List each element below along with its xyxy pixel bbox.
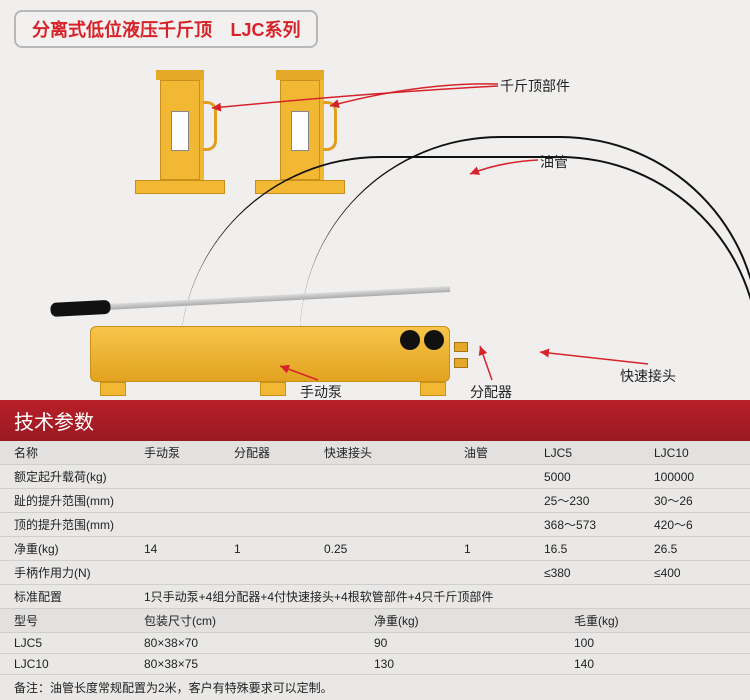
table-cell: [310, 465, 450, 489]
diagram: 千斤顶部件 油管 手动泵 分配器 快速接头: [0, 46, 750, 400]
callout-quick-coupler: 快速接头: [620, 366, 676, 386]
table-row: 额定起升载荷(kg) 5000100000: [0, 465, 750, 489]
t2-h2: 净重(kg): [360, 609, 560, 633]
table-row: 净重(kg)1410.25116.526.5: [0, 537, 750, 561]
table1-std-config: 标准配置 1只手动泵+4组分配器+4付快速接头+4根软管部件+4只千斤顶部件: [0, 585, 750, 609]
std-config-value: 1只手动泵+4组分配器+4付快速接头+4根软管部件+4只千斤顶部件: [130, 585, 750, 609]
table-cell: 手柄作用力(N): [0, 561, 130, 585]
table-row: LJC1080×38×75130140: [0, 654, 750, 675]
table-cell: 80×38×75: [130, 654, 360, 675]
title-main: 分离式低位液压千斤顶: [32, 20, 212, 40]
table-cell: 1: [450, 537, 530, 561]
t1-h5: LJC5: [530, 441, 640, 465]
table-cell: [130, 561, 220, 585]
t1-h6: LJC10: [640, 441, 750, 465]
table-cell: [130, 489, 220, 513]
table-row: 顶的提升范围(mm) 368～573420～6: [0, 513, 750, 537]
table-cell: 90: [360, 633, 560, 654]
t2-h1: 包装尺寸(cm): [130, 609, 360, 633]
table-cell: 420～6: [640, 513, 750, 537]
t2-h0: 型号: [0, 609, 130, 633]
t1-h2: 分配器: [220, 441, 310, 465]
table-cell: 14: [130, 537, 220, 561]
t2-h3: 毛重(kg): [560, 609, 750, 633]
specs-section: 技术参数 名称 手动泵 分配器 快速接头 油管 LJC5 LJC10 额定起升载…: [0, 400, 750, 700]
table-cell: 368～573: [530, 513, 640, 537]
table-cell: 顶的提升范围(mm): [0, 513, 130, 537]
table-cell: [450, 465, 530, 489]
table-cell: [310, 489, 450, 513]
title-box: 分离式低位液压千斤顶 LJC系列: [14, 10, 318, 48]
table-cell: [450, 513, 530, 537]
table-cell: 0.25: [310, 537, 450, 561]
table-cell: 30～26: [640, 489, 750, 513]
table-cell: [130, 513, 220, 537]
table-cell: 26.5: [640, 537, 750, 561]
title-series: LJC系列: [230, 20, 300, 40]
table-cell: ≤380: [530, 561, 640, 585]
table-cell: 130: [360, 654, 560, 675]
callout-hose: 油管: [540, 152, 568, 172]
table-cell: [220, 489, 310, 513]
table-cell: 100000: [640, 465, 750, 489]
table-cell: [450, 489, 530, 513]
jack-right: [280, 70, 324, 180]
table-cell: [220, 465, 310, 489]
table-cell: [310, 513, 450, 537]
table-row: 手柄作用力(N) ≤380≤400: [0, 561, 750, 585]
table-cell: [130, 465, 220, 489]
table-cell: LJC5: [0, 633, 130, 654]
t1-h0: 名称: [0, 441, 130, 465]
table-cell: 净重(kg): [0, 537, 130, 561]
table-cell: [310, 561, 450, 585]
table-cell: 80×38×70: [130, 633, 360, 654]
table-cell: 额定起升载荷(kg): [0, 465, 130, 489]
table-cell: 100: [560, 633, 750, 654]
table-cell: 1: [220, 537, 310, 561]
callout-hand-pump: 手动泵: [300, 382, 342, 402]
std-config-label: 标准配置: [0, 585, 130, 609]
table-cell: [450, 561, 530, 585]
t1-h4: 油管: [450, 441, 530, 465]
table-cell: ≤400: [640, 561, 750, 585]
callout-distributor: 分配器: [470, 382, 512, 402]
specs-header: 技术参数: [0, 400, 750, 441]
table-cell: LJC10: [0, 654, 130, 675]
specs-table-1: 名称 手动泵 分配器 快速接头 油管 LJC5 LJC10 额定起升载荷(kg)…: [0, 441, 750, 609]
t1-h1: 手动泵: [130, 441, 220, 465]
table1-header: 名称 手动泵 分配器 快速接头 油管 LJC5 LJC10: [0, 441, 750, 465]
table-cell: 25～230: [530, 489, 640, 513]
table-cell: [220, 561, 310, 585]
specs-table-2: 型号 包装尺寸(cm) 净重(kg) 毛重(kg) LJC580×38×7090…: [0, 609, 750, 675]
t1-h3: 快速接头: [310, 441, 450, 465]
table-row: LJC580×38×7090100: [0, 633, 750, 654]
table-row: 趾的提升范围(mm) 25～23030～26: [0, 489, 750, 513]
hand-pump: [90, 326, 450, 382]
table-cell: [220, 513, 310, 537]
table-cell: 5000: [530, 465, 640, 489]
jack-left: [160, 70, 204, 180]
footnote: 备注：油管长度常规配置为2米，客户有特殊要求可以定制。: [0, 675, 750, 700]
table-cell: 趾的提升范围(mm): [0, 489, 130, 513]
table-cell: 140: [560, 654, 750, 675]
table2-header: 型号 包装尺寸(cm) 净重(kg) 毛重(kg): [0, 609, 750, 633]
callout-jack-part: 千斤顶部件: [500, 76, 570, 96]
table-cell: 16.5: [530, 537, 640, 561]
